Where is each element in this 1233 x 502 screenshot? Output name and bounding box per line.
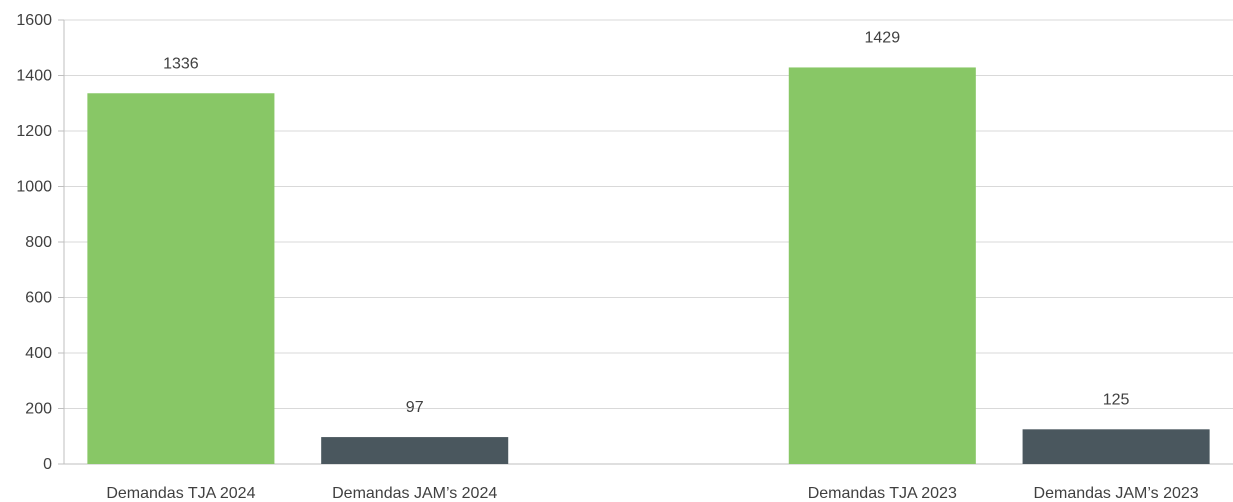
data-label: 1429 (865, 29, 901, 46)
y-tick-label: 1600 (16, 12, 52, 29)
x-category-label: Demandas JAM’s 2023 (1034, 485, 1199, 502)
bar (87, 93, 275, 464)
y-tick-label: 200 (25, 401, 52, 418)
x-category-label: Demandas JAM’s 2024 (332, 485, 497, 502)
y-tick-label: 600 (25, 290, 52, 307)
bars (87, 67, 1210, 464)
labels: 0 200 400 600 800 1000 1200 1400 1600 1336 Demanda… (16, 12, 1198, 502)
y-tick-label: 0 (43, 456, 52, 473)
y-tick-label: 1000 (16, 179, 52, 196)
x-category-label: Demandas TJA 2024 (106, 485, 255, 502)
y-tick-label: 1400 (16, 68, 52, 85)
bar (321, 437, 509, 464)
y-tick-label: 400 (25, 345, 52, 362)
data-label: 97 (406, 399, 424, 416)
data-label: 1336 (163, 55, 199, 72)
y-tick-label: 800 (25, 234, 52, 251)
bar (788, 67, 976, 464)
data-label: 125 (1103, 391, 1130, 408)
x-category-label: Demandas TJA 2023 (808, 485, 957, 502)
y-tick-label: 1200 (16, 123, 52, 140)
bar (1022, 429, 1210, 464)
